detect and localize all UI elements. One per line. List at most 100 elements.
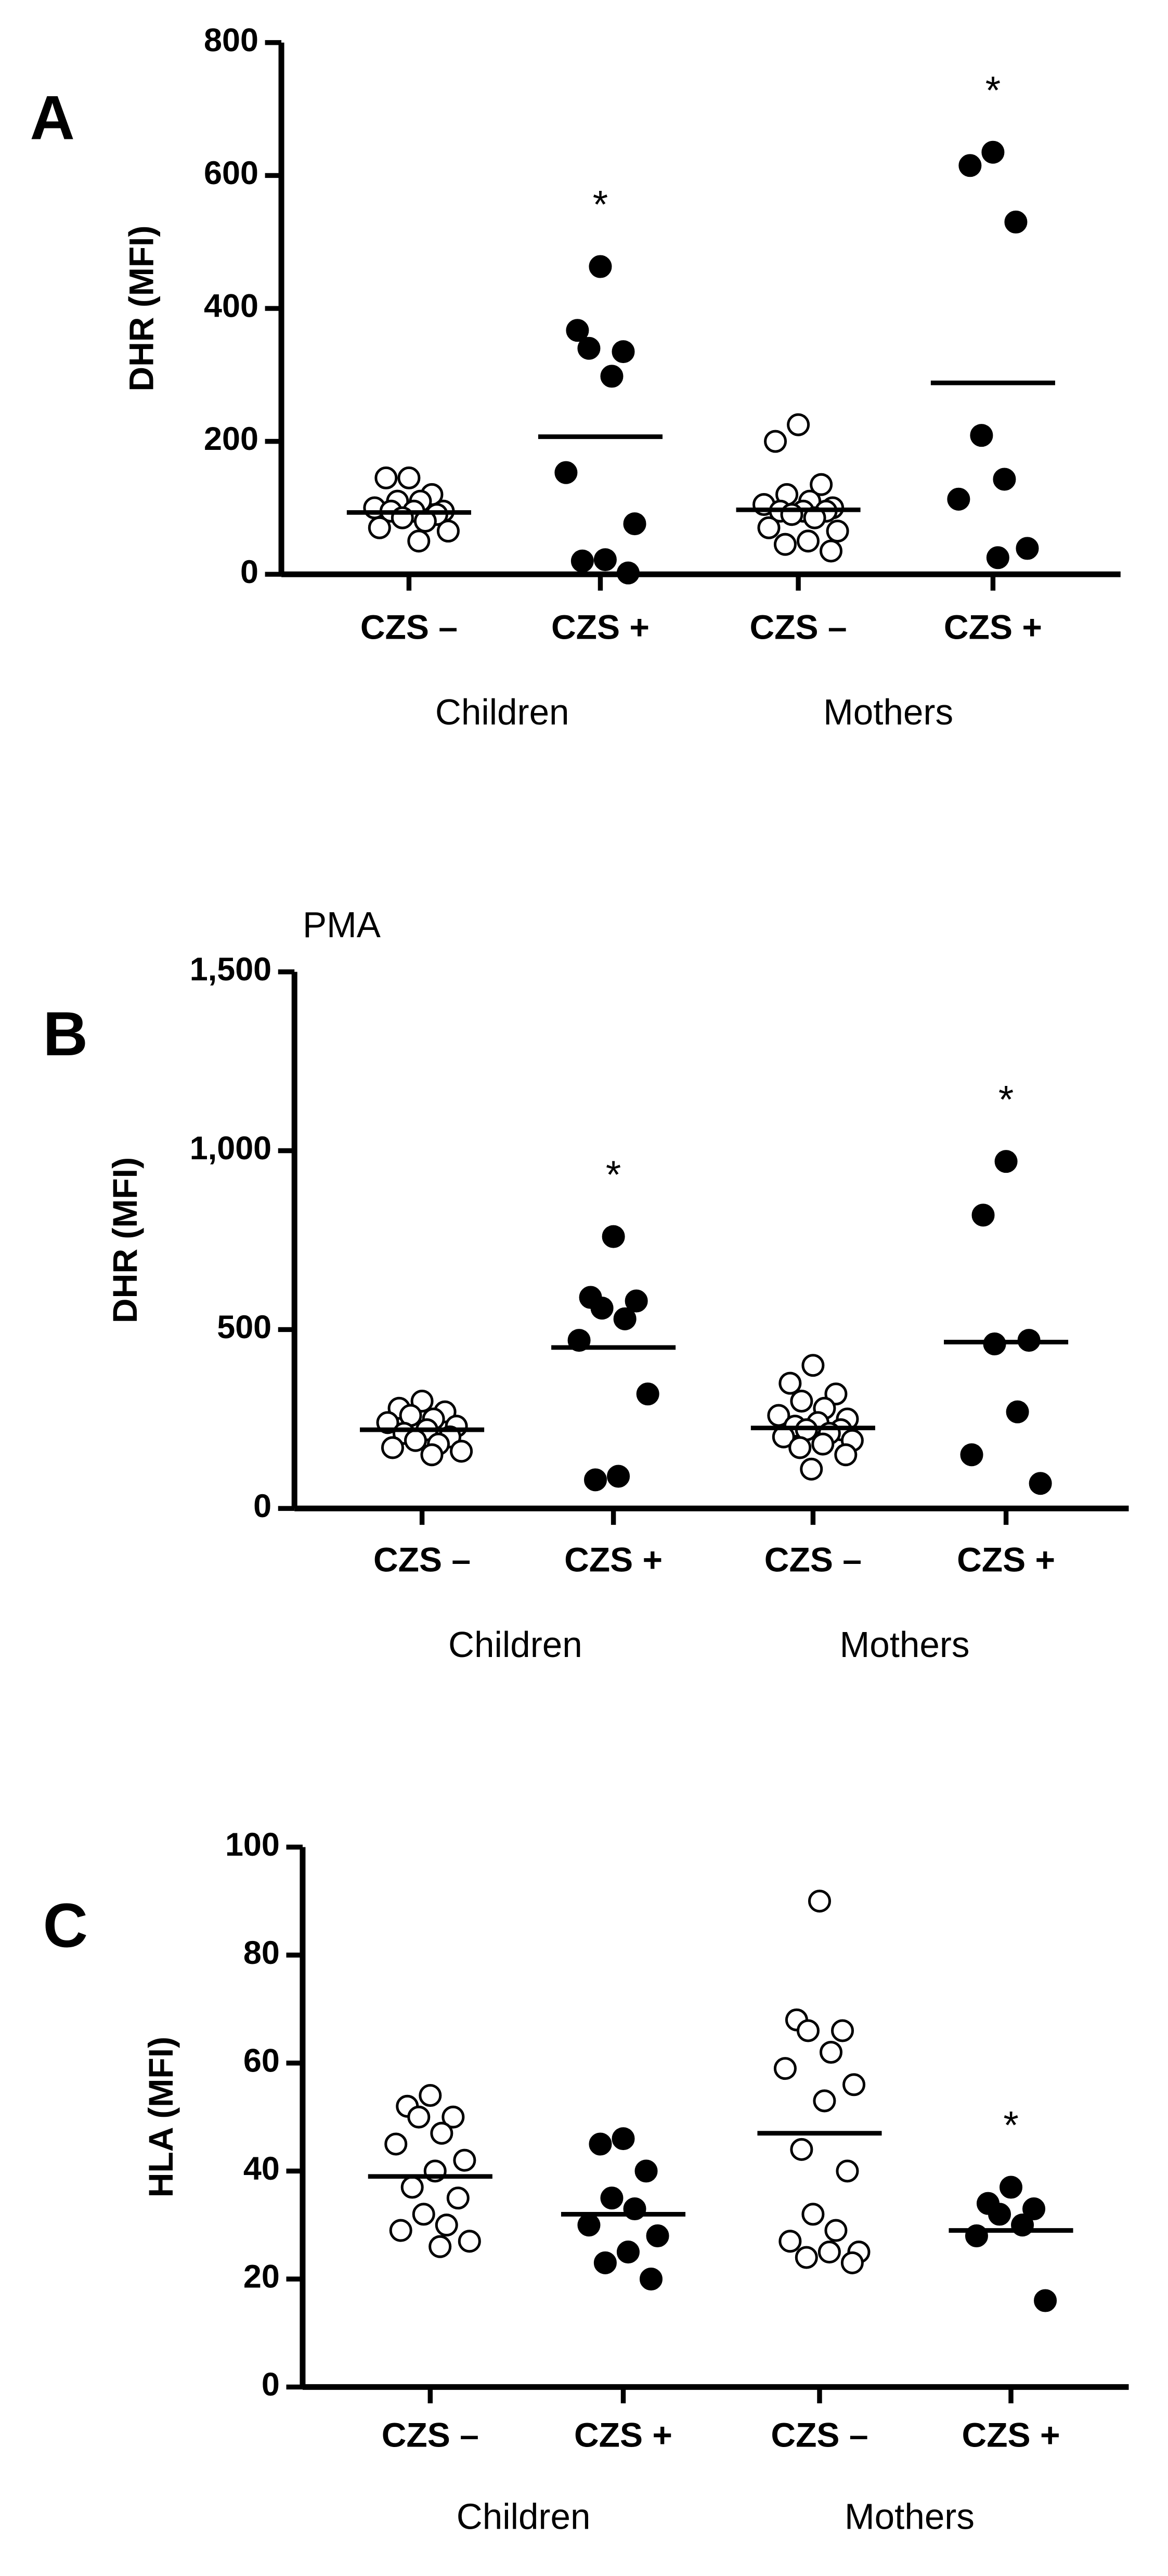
data-point [778,2230,802,2253]
data-point [981,140,1005,164]
data-point [824,2219,848,2242]
data-point [958,154,982,177]
y-axis-title: DHR (MFI) [106,1157,144,1323]
x-tick-label: CZS – [382,2416,479,2454]
data-point [986,546,1009,569]
data-point [788,1436,812,1459]
data-point [836,2159,859,2183]
data-point [400,2176,424,2199]
data-point [623,512,646,536]
data-point [639,2267,663,2291]
data-point [407,529,431,553]
data-point [593,2251,617,2274]
y-tick-label: 600 [204,155,258,191]
data-point [1016,537,1039,560]
data-point [430,2121,453,2145]
data-point [817,2241,841,2264]
data-point [773,2057,797,2080]
data-point [404,1429,427,1452]
data-point [947,487,970,511]
data-point [613,1307,637,1330]
data-point [800,1457,823,1481]
data-point [764,430,787,453]
data-point [450,1440,473,1463]
data-point [993,468,1016,491]
x-tick-label: CZS – [771,2416,868,2454]
x-tick-label: CZS – [373,1541,471,1579]
panel-letter: A [30,84,75,153]
significance-marker: * [593,183,608,226]
data-point [589,2132,612,2156]
data-point [407,2105,431,2129]
x-tick-label: CZS + [944,608,1042,646]
data-point [625,1289,648,1313]
y-tick-label: 500 [217,1309,271,1345]
data-point [767,1404,790,1427]
data-point [790,1390,813,1413]
significance-marker: * [606,1153,621,1196]
data-point [589,255,612,278]
y-tick-label: 0 [262,2366,280,2403]
data-point [1006,1400,1029,1423]
y-axis-title: HLA (MFI) [141,2037,180,2197]
data-point [446,2186,470,2210]
data-point [787,413,810,436]
data-point [397,466,421,489]
y-tick-label: 0 [253,1488,271,1524]
y-tick-label: 80 [243,1935,280,1971]
y-tick-label: 20 [243,2259,280,2295]
data-point [368,516,391,539]
data-point [612,2127,635,2151]
panel-letter: C [43,1892,88,1961]
data-point [612,340,635,364]
x-tick-label: CZS + [574,2416,672,2454]
data-point [389,2219,412,2242]
group-label: Children [457,2496,591,2537]
data-point [616,2241,640,2264]
data-point [960,1443,983,1467]
y-tick-label: 60 [243,2042,280,2079]
y-axis-title: DHR (MFI) [122,225,160,391]
data-point [842,2073,866,2096]
y-tick-label: 100 [225,1827,280,1863]
group-label: Children [448,1624,582,1665]
data-point [412,2203,435,2226]
y-tick-label: 1,000 [190,1130,271,1167]
data-point [1034,2289,1057,2312]
x-tick-label: CZS + [957,1541,1055,1579]
subtitle: PMA [303,904,381,945]
data-point [616,561,640,585]
data-point [830,2019,854,2042]
data-point [778,1371,802,1395]
data-point [436,520,460,543]
y-tick-label: 400 [204,288,258,325]
data-point [600,2186,624,2210]
data-point [602,1225,625,1248]
y-tick-label: 800 [204,22,258,58]
data-point [811,1432,835,1456]
data-point [1022,2197,1046,2221]
x-tick-label: CZS + [551,608,650,646]
data-point [384,2132,408,2156]
data-point [453,2148,476,2172]
data-point [593,548,617,572]
data-point [435,2213,458,2237]
data-point [1004,210,1028,234]
data-point [840,2251,864,2274]
group-label: Mothers [845,2496,975,2537]
data-point [994,1150,1018,1173]
x-tick-label: CZS – [764,1541,862,1579]
data-point [381,1436,404,1459]
data-point [971,1203,995,1227]
data-point [808,1889,831,1913]
data-point [999,2176,1023,2199]
data-point [646,2224,669,2247]
data-point [458,2230,481,2253]
significance-marker: * [985,68,1001,112]
data-point [600,365,624,388]
data-point [819,2040,843,2064]
significance-marker: * [1003,2103,1018,2147]
significance-marker: * [998,1078,1014,1121]
data-point [826,520,849,543]
